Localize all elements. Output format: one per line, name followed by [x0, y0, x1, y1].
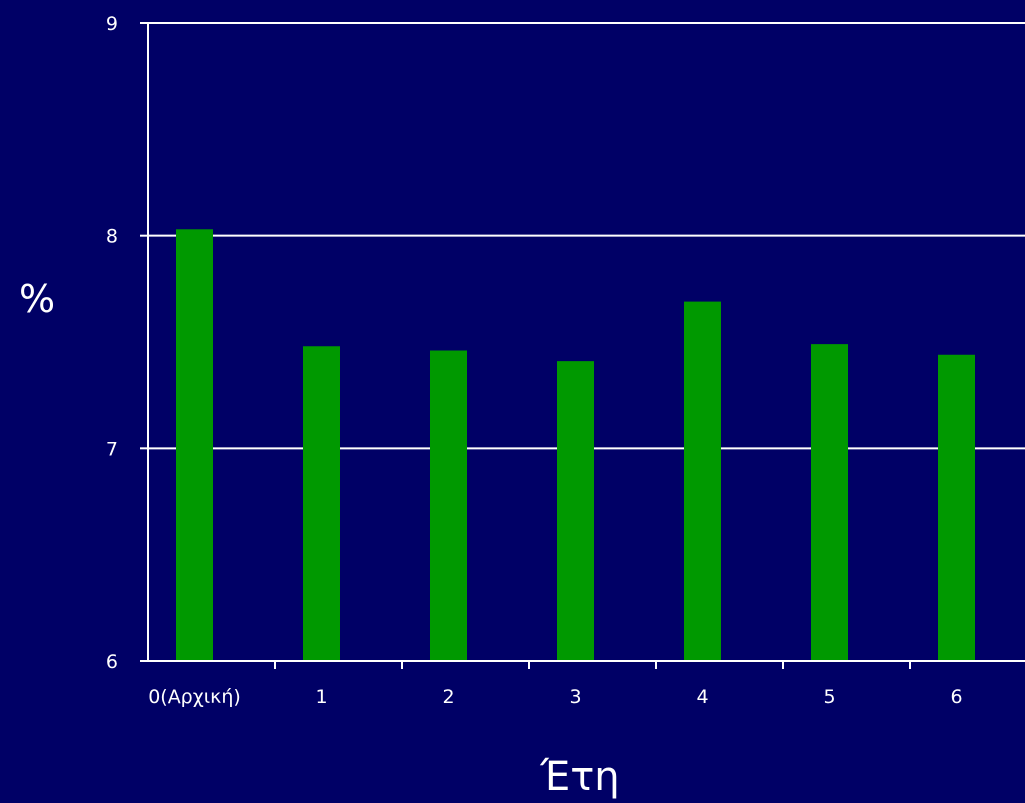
x-tick-label: 0(Αρχική): [148, 686, 241, 708]
bar-5: [811, 344, 848, 661]
y-tick-label: 9: [106, 13, 118, 35]
bar-3: [557, 361, 594, 661]
x-tick-label: 6: [950, 686, 962, 708]
x-tick-label: 4: [696, 686, 708, 708]
y-tick-label: 7: [106, 438, 118, 460]
x-axis-title: Έτη: [539, 754, 619, 800]
y-tick-label: 8: [106, 226, 118, 248]
bar-2: [430, 350, 467, 661]
x-tick-label: 5: [823, 686, 835, 708]
x-tick-label: 3: [569, 686, 581, 708]
y-tick-label: 6: [106, 651, 118, 673]
bar-1: [303, 346, 340, 661]
axes: [140, 22, 1025, 669]
y-axis-title: %: [19, 277, 55, 321]
bar-0: [176, 229, 213, 661]
bar-6: [938, 354, 975, 661]
bar-4: [684, 301, 721, 661]
x-tick-label: 2: [442, 686, 454, 708]
bars: [176, 229, 975, 661]
x-tick-label: 1: [315, 686, 327, 708]
y-tick-labels: 6 7 8 9: [106, 13, 118, 673]
x-tick-labels: 0(Αρχική) 1 2 3 4 5 6: [148, 686, 962, 708]
